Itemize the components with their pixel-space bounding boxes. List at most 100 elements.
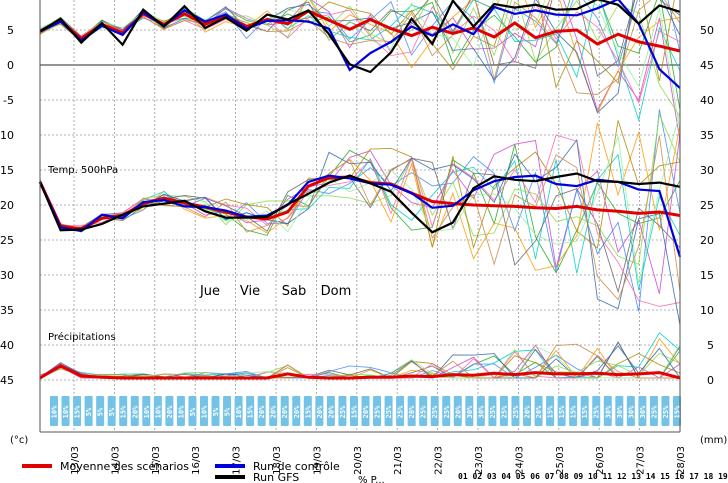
- snow-prob-label: 15%: [350, 405, 358, 418]
- snow-prob-label: 15%: [547, 405, 555, 418]
- y-right-tick: 10: [700, 304, 714, 317]
- weekday-label: Jue: [199, 284, 220, 299]
- snow-prob-label: 25%: [431, 405, 439, 418]
- snow-cell: [453, 396, 462, 426]
- y-right-tick: 35: [700, 129, 714, 142]
- snow-cell: [511, 396, 520, 426]
- snow-cell: [373, 396, 382, 426]
- snow-cell: [349, 396, 358, 426]
- snow-prob-label: 15%: [581, 405, 589, 418]
- y-left-tick: -40: [0, 339, 14, 352]
- y-right-tick: 5: [707, 339, 714, 352]
- snow-prob-label: 20%: [293, 405, 301, 418]
- legend-label: Run de contrôle: [253, 460, 340, 473]
- y-right-tick: 30: [700, 164, 714, 177]
- snow-probability-bar: 10% 10% 15% 5% 5% 5% 15% 20% 10% 10% 20% 10% 5% 10% 5%…: [50, 396, 682, 426]
- snow-prob-label: 30%: [466, 405, 474, 418]
- y-left-tick: -20: [0, 199, 14, 212]
- snow-prob-label: 5%: [97, 407, 105, 416]
- x-date-label: 23/03: [474, 446, 485, 475]
- snow-cell: [407, 396, 416, 426]
- snow-cell: [303, 396, 312, 426]
- snow-cell: [649, 396, 658, 426]
- snow-prob-label: 10%: [51, 405, 59, 418]
- y-right-tick: 15: [700, 269, 714, 282]
- snow-cell: [476, 396, 485, 426]
- snow-prob-label: 10%: [200, 405, 208, 418]
- snow-prob-label: 30%: [627, 405, 635, 418]
- x-date-label: 21/03: [393, 446, 404, 475]
- x-date-label: 28/03: [676, 446, 687, 475]
- snow-prob-label: 25%: [512, 405, 520, 418]
- snow-prob-label: 20%: [258, 405, 266, 418]
- snow-prob-label: 25%: [650, 405, 658, 418]
- snow-cell: [246, 396, 255, 426]
- snow-cell: [142, 396, 151, 426]
- snow-cell: [188, 396, 197, 426]
- snow-cell: [84, 396, 93, 426]
- snow-cell: [626, 396, 635, 426]
- gfs-series-line: [38, 172, 681, 234]
- snow-cell: [419, 396, 428, 426]
- snow-cell: [569, 396, 578, 426]
- control-series-line: [38, 174, 682, 258]
- snow-cell: [119, 396, 128, 426]
- snow-prob-label: 25%: [385, 405, 393, 418]
- snow-cell: [199, 396, 208, 426]
- snow-cell: [465, 396, 474, 426]
- main-series: [38, 0, 682, 380]
- snow-prob-label: 20%: [454, 405, 462, 418]
- run-numbers: 01 02 03 04 05 06 07 08 09 10 11 12 13 1…: [458, 472, 728, 481]
- snow-prob-label: 20%: [270, 405, 278, 418]
- snow-cell: [211, 396, 220, 426]
- snow-prob-label: 5%: [189, 407, 197, 416]
- snow-prob-label: 20%: [408, 405, 416, 418]
- y-left-tick: -5: [3, 94, 14, 107]
- y-left-tick: -30: [0, 269, 14, 282]
- legend: Moyenne des scénarios Run de contrôleRun …: [22, 460, 728, 483]
- snow-cell: [615, 396, 624, 426]
- snow-prob-label: 25%: [662, 405, 670, 418]
- x-date-label: 24/03: [514, 446, 525, 475]
- legend-label: Moyenne des scénarios: [60, 460, 189, 473]
- snow-prob-label: 15%: [247, 405, 255, 418]
- snow-cell: [223, 396, 232, 426]
- snow-prob-label: 30%: [477, 405, 485, 418]
- x-date-label: 25/03: [555, 446, 566, 475]
- x-date-label: 13/03: [70, 446, 81, 475]
- snow-prob-label: 25%: [339, 405, 347, 418]
- snow-cell: [384, 396, 393, 426]
- snow-cell: [292, 396, 301, 426]
- snow-prob-label: 15%: [304, 405, 312, 418]
- ensemble-member-line: [39, 112, 681, 265]
- legend-label: Run GFS: [253, 471, 299, 483]
- snow-prob-label: 25%: [489, 405, 497, 418]
- snow-cell: [257, 396, 266, 426]
- snow-cell: [165, 396, 174, 426]
- y-right-tick: 45: [700, 59, 714, 72]
- y-left-tick: -10: [0, 129, 14, 142]
- snow-cell: [603, 396, 612, 426]
- ensemble-member-line: [39, 153, 681, 291]
- ensemble-member-line: [39, 332, 681, 379]
- snow-prob-label: 20%: [524, 405, 532, 418]
- snow-cell: [61, 396, 70, 426]
- y-right-tick: 40: [700, 94, 714, 107]
- precip-label: Précipitations: [48, 331, 116, 343]
- snow-prob-label: 15%: [674, 405, 682, 418]
- snow-prob-label: 5%: [224, 407, 232, 416]
- x-date-label: 19/03: [312, 446, 323, 475]
- snow-cell: [546, 396, 555, 426]
- snow-cell: [488, 396, 497, 426]
- snow-cell: [361, 396, 370, 426]
- snow-prob-label: 20%: [166, 405, 174, 418]
- snow-prob-label: 10%: [235, 405, 243, 418]
- snow-prob-label: 15%: [570, 405, 578, 418]
- snow-prob-label: 10%: [143, 405, 151, 418]
- snow-cell: [130, 396, 139, 426]
- snow-prob-label: 20%: [362, 405, 370, 418]
- snow-cell: [176, 396, 185, 426]
- snow-cell: [326, 396, 335, 426]
- snow-cell: [557, 396, 566, 426]
- snow-cell: [442, 396, 451, 426]
